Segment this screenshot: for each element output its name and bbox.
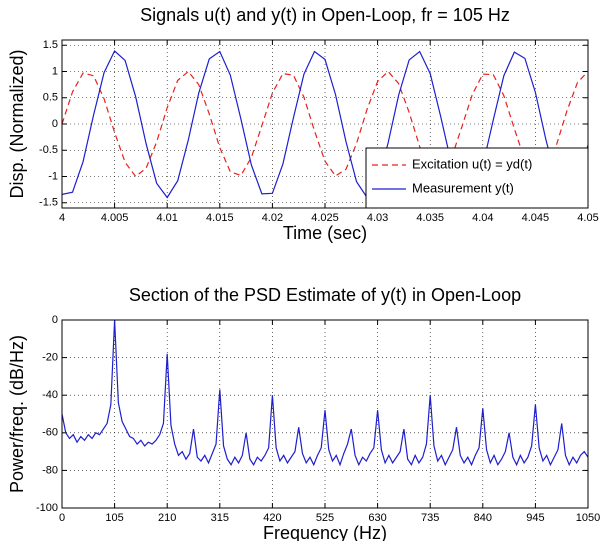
x-tick-label: 630 [368, 512, 386, 524]
y-tick-label: -0.5 [39, 144, 58, 156]
x-tick-label: 840 [474, 512, 492, 524]
x-tick-label: 4.01 [156, 212, 177, 224]
y-tick-label: -1 [48, 170, 58, 182]
axes-box [61, 319, 589, 509]
y-tick-label: -80 [42, 464, 58, 476]
x-tick-label: 4.005 [101, 212, 129, 224]
x-tick-label: 4.03 [367, 212, 388, 224]
y-axis-label: Power/freq. (dB/Hz) [7, 335, 27, 493]
data-line [62, 50, 588, 199]
x-tick-label: 0 [59, 512, 65, 524]
x-tick-label: 315 [211, 512, 229, 524]
legend-label: Measurement y(t) [412, 180, 514, 195]
x-axis-label: Frequency (Hz) [263, 523, 387, 541]
x-tick-label: 4 [59, 212, 65, 224]
legend-box [365, 147, 589, 209]
x-tick-label: 4.035 [416, 212, 444, 224]
x-tick-label: 4.015 [206, 212, 234, 224]
y-tick-label: 1 [52, 65, 58, 77]
x-tick-label: 210 [158, 512, 176, 524]
y-tick-label: 0 [52, 118, 58, 130]
legend-label: Excitation u(t) = yd(t) [412, 156, 532, 171]
axes-box [61, 39, 589, 209]
x-tick-label: 420 [263, 512, 281, 524]
y-tick-label: -40 [42, 389, 58, 401]
y-tick-label: 1.5 [43, 39, 58, 51]
x-tick-label: 4.025 [311, 212, 339, 224]
chart-title: Signals u(t) and y(t) in Open-Loop, fr =… [140, 5, 510, 25]
y-tick-label: 0.5 [43, 92, 58, 104]
y-tick-label: -60 [42, 427, 58, 439]
x-tick-label: 735 [421, 512, 439, 524]
y-axis-label: Disp. (Normalized) [7, 49, 27, 198]
x-tick-label: 105 [105, 512, 123, 524]
x-tick-label: 4.02 [262, 212, 283, 224]
x-tick-label: 1050 [576, 512, 600, 524]
x-tick-label: 4.05 [577, 212, 598, 224]
data-line [62, 320, 588, 467]
x-tick-label: 945 [526, 512, 544, 524]
y-tick-label: -20 [42, 352, 58, 364]
x-tick-label: 4.045 [522, 212, 550, 224]
chart-title: Section of the PSD Estimate of y(t) in O… [129, 285, 521, 305]
y-tick-label: -100 [36, 502, 58, 514]
x-tick-label: 4.04 [472, 212, 493, 224]
x-axis-label: Time (sec) [283, 223, 367, 243]
x-tick-label: 525 [316, 512, 334, 524]
y-tick-label: -1.5 [39, 197, 58, 209]
y-tick-label: 0 [52, 314, 58, 326]
